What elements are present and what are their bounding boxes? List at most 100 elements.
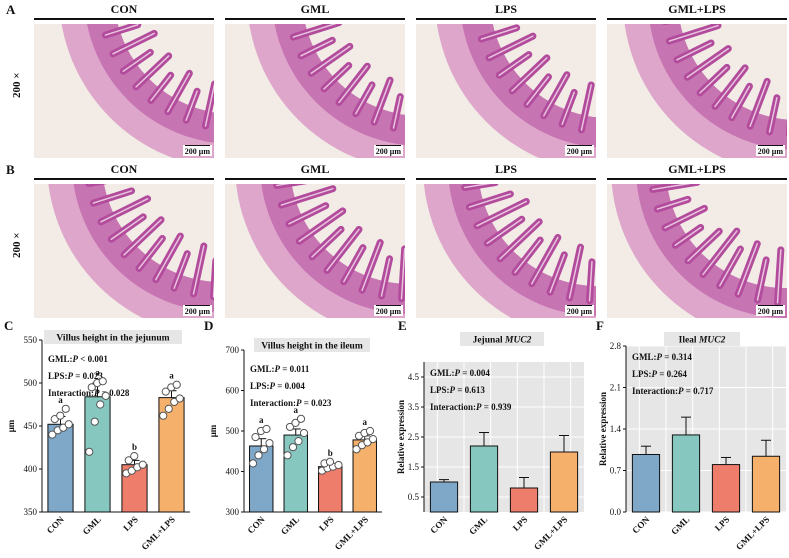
- y-tick-label: 700: [226, 345, 240, 355]
- data-point: [101, 391, 110, 401]
- stat-label: LPS:: [632, 369, 652, 379]
- y-tick-label: 1.5: [408, 462, 420, 472]
- stat-value: = 0.004: [275, 381, 305, 391]
- data-point: [96, 400, 105, 409]
- histology-micrograph: 200 μm: [607, 184, 787, 318]
- group-underline: [607, 178, 787, 180]
- data-point: [265, 439, 274, 448]
- stat-line: LPS:P = 0.613: [430, 385, 485, 395]
- data-point: [352, 445, 361, 454]
- data-point: [254, 451, 263, 460]
- group-underline: [607, 18, 787, 20]
- data-point: [368, 435, 378, 444]
- group-label-b-2: GML: [300, 162, 330, 176]
- stat-label: LPS:: [48, 371, 68, 381]
- stat-line: Interaction:P = 0.939: [430, 402, 512, 412]
- tissue-section-illustration: [236, 184, 405, 318]
- scale-bar: 200 μm: [564, 304, 594, 316]
- significance-letter: a: [169, 371, 174, 381]
- chart-title: Ileal MUC2: [679, 336, 726, 346]
- y-tick-label: 300: [226, 507, 240, 517]
- y-axis-label: Relative expression: [396, 400, 406, 474]
- group-underline: [225, 178, 405, 180]
- y-tick-label: 500: [24, 378, 38, 388]
- stat-label: LPS:: [250, 381, 270, 391]
- significance-letter: a: [259, 415, 264, 425]
- data-point: [98, 377, 107, 386]
- y-tick-label: 500: [226, 426, 240, 436]
- scale-bar: 200 μm: [373, 144, 403, 156]
- data-point: [85, 447, 94, 456]
- stat-value: = 0.004: [460, 368, 490, 378]
- scale-bar: 200 μm: [564, 144, 594, 156]
- panel-letter-f: F: [596, 318, 604, 333]
- chart-title-prefix: Ileal: [679, 336, 699, 346]
- panel-letter-e: E: [398, 318, 407, 333]
- x-tick-label: GML: [669, 514, 691, 536]
- y-tick-label: 450: [24, 421, 38, 431]
- y-tick-label: 0.5: [408, 492, 420, 502]
- chart-title-gene: MUC2: [698, 336, 726, 346]
- significance-letter: b: [132, 442, 137, 452]
- data-point: [87, 383, 96, 392]
- scale-bar-label: 200 μm: [566, 147, 592, 156]
- histology-micrograph: 200 μm: [225, 184, 405, 318]
- chart-svg: Jejunal MUC2 0.5 1.5 2.5 3.5 4.5 Relative expr…: [396, 332, 584, 552]
- significance-letter: a: [294, 405, 299, 415]
- y-tick-label: 2.8: [610, 341, 622, 351]
- stat-label: GML:: [632, 352, 657, 362]
- group-underline: [416, 18, 596, 20]
- data-point: [161, 387, 170, 396]
- bar-con: [429, 481, 459, 513]
- data-point: [283, 451, 292, 460]
- stat-value: = 0.028: [100, 388, 130, 398]
- data-point: [365, 426, 375, 436]
- stat-label: Interaction:: [430, 402, 476, 412]
- stat-line: GML:P = 0.314: [632, 352, 692, 362]
- stat-line: Interaction:P = 0.717: [632, 386, 714, 396]
- data-point: [172, 380, 181, 389]
- y-tick-label: 0.0: [610, 507, 622, 517]
- tissue-section-illustration: [48, 184, 214, 318]
- stat-p: P: [652, 369, 658, 379]
- scale-bar-line: [757, 144, 783, 146]
- significance-letter: a: [58, 395, 63, 405]
- stat-line: GML:P < 0.001: [48, 354, 108, 364]
- scale-bar-line: [184, 304, 210, 306]
- data-point: [138, 460, 147, 469]
- scale-bar-label: 200 μm: [757, 307, 783, 316]
- data-point: [90, 417, 99, 426]
- data-point: [48, 430, 57, 439]
- chart-title-box: [254, 338, 370, 352]
- stat-line: GML:P = 0.011: [250, 364, 310, 374]
- stat-label: Interaction:: [250, 398, 296, 408]
- scale-bar-line: [184, 144, 210, 146]
- data-point: [291, 418, 300, 428]
- x-tick-label: GML+LPS: [734, 514, 772, 552]
- stat-p: P: [73, 354, 79, 364]
- significance-letter: a: [363, 417, 368, 427]
- panel-letter-d: D: [204, 318, 214, 333]
- histology-micrograph: 200 μm: [34, 24, 214, 158]
- x-tick-label: CON: [630, 514, 652, 536]
- stat-value: = 0.011: [280, 364, 310, 374]
- stat-p: P: [455, 368, 461, 378]
- scale-bar-line: [566, 144, 592, 146]
- y-axis-label: Relative expression: [598, 392, 608, 466]
- stat-line: LPS:P = 0.023: [48, 371, 103, 381]
- stat-value: = 0.023: [73, 371, 103, 381]
- stat-p: P: [450, 385, 456, 395]
- data-point: [262, 424, 271, 434]
- chart-title-box: [460, 332, 544, 346]
- data-point: [61, 404, 70, 413]
- y-tick-label: 2.5: [408, 432, 420, 442]
- scale-bar: 200 μm: [182, 304, 212, 316]
- group-underline: [34, 178, 214, 180]
- histology-micrograph: 200 μm: [416, 24, 596, 158]
- data-point: [294, 437, 303, 446]
- data-point: [288, 443, 298, 452]
- magnification-label-b: 200 ×: [11, 232, 23, 258]
- stat-line: GML:P = 0.004: [430, 368, 490, 378]
- group-label-b-4: GML+LPS: [668, 162, 726, 176]
- data-point: [64, 420, 73, 429]
